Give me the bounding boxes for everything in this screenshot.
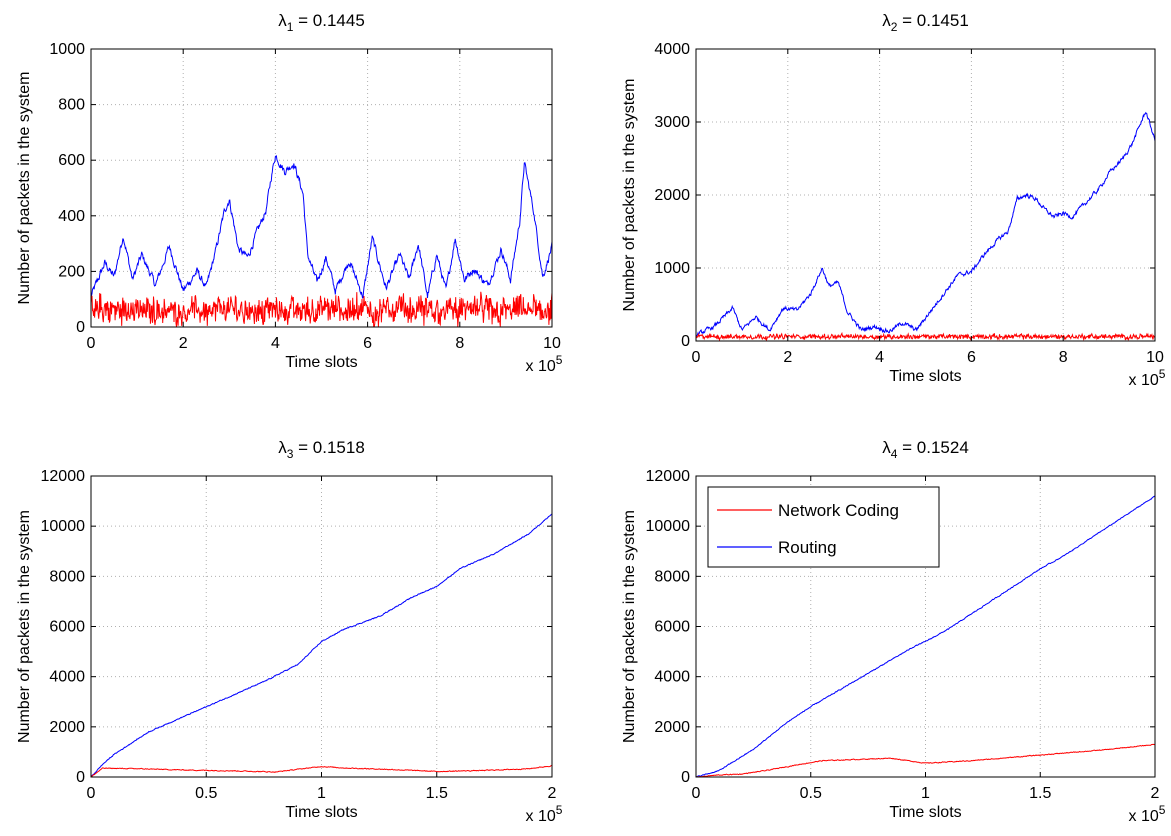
y-tick-label: 10000 [41,518,86,535]
x-axis-label: Time slots [889,368,961,385]
series-line-routing [696,495,1155,777]
y-tick-label: 0 [76,319,85,336]
series-line-routing [91,513,552,777]
plot-title: λ4 = 0.1524 [882,438,969,461]
x-tick-label: 2 [783,349,792,366]
x-tick-label: 8 [1059,349,1068,366]
y-tick-label: 0 [681,769,690,786]
subplot-4: 0 0.5 1 1.5 2 0 2000 4000 6000 8000 10000 12000 Time… [621,438,1166,825]
series-line-network-coding [696,331,1155,341]
x-tick-label: 1.5 [1029,785,1051,802]
legend: Network Coding Routing [707,486,940,568]
x-multiplier: x 105 [1129,803,1166,825]
series-line-network-coding [696,743,1155,777]
legend-label-network-coding: Network Coding [778,501,899,520]
x-tick-label: 2 [1151,785,1160,802]
y-axis-label: Number of packets in the system [621,79,638,312]
x-tick-label: 0 [692,785,701,802]
y-tick-label: 600 [58,152,85,169]
axes-box [90,48,553,328]
legend-box [707,486,940,568]
y-tick-label: 4000 [654,41,690,58]
y-tick-label: 0 [76,769,85,786]
x-tick-label: 2 [179,335,188,352]
y-tick-label: 1000 [654,260,690,277]
x-tick-label: 0 [87,785,96,802]
x-tick-label: 0 [87,335,96,352]
y-tick-label: 10000 [646,518,691,535]
y-tick-label: 8000 [654,568,690,585]
y-axis-label: Number of packets in the system [621,510,638,743]
y-tick-label: 1000 [49,41,85,58]
x-tick-label: 4 [875,349,884,366]
plot-area [91,49,552,327]
x-tick-label: 6 [967,349,976,366]
x-tick-label: 1 [921,785,930,802]
y-tick-label: 6000 [49,619,85,636]
subplot-2: 0 2 4 6 8 10 0 1000 2000 3000 4000 Time slots Number… [621,11,1166,389]
y-tick-label: 0 [681,333,690,350]
y-tick-label: 12000 [646,468,691,485]
plot-title: λ3 = 0.1518 [278,438,365,461]
x-tick-label: 0.5 [800,785,822,802]
plot-area [91,476,552,777]
y-tick-label: 3000 [654,114,690,131]
y-tick-label: 400 [58,208,85,225]
plot-title: λ1 = 0.1445 [278,11,365,34]
x-axis-label: Time slots [285,354,357,371]
y-tick-label: 4000 [654,669,690,686]
x-tick-label: 6 [363,335,372,352]
x-tick-label: 10 [543,335,561,352]
x-tick-label: 4 [271,335,280,352]
y-axis-label: Number of packets in the system [16,510,33,743]
subplot-1: 0 2 4 6 8 10 0 200 400 600 800 1000 Time slots Number… [16,11,563,375]
y-tick-label: 4000 [49,669,85,686]
y-tick-label: 2000 [654,719,690,736]
x-axis-label: Time slots [285,804,357,821]
y-tick-label: 8000 [49,568,85,585]
x-tick-label: 0.5 [195,785,217,802]
x-multiplier: x 105 [1129,367,1166,389]
series-line-network-coding [91,291,552,327]
y-tick-label: 800 [58,97,85,114]
legend-label-routing: Routing [778,538,837,557]
x-tick-label: 10 [1146,349,1164,366]
series-line-network-coding [91,765,552,777]
y-tick-label: 12000 [41,468,86,485]
subplot-3: 0 0.5 1 1.5 2 0 2000 4000 6000 8000 10000 12000 Time… [16,438,563,825]
x-tick-label: 2 [548,785,557,802]
y-tick-label: 6000 [654,619,690,636]
y-tick-label: 2000 [654,187,690,204]
x-tick-label: 1 [317,785,326,802]
x-tick-label: 0 [692,349,701,366]
y-axis-label: Number of packets in the system [16,72,33,305]
series-line-routing [696,111,1155,338]
series-line-routing [91,155,552,299]
x-tick-label: 1.5 [426,785,448,802]
plot-title: λ2 = 0.1451 [882,11,969,34]
x-multiplier: x 105 [526,803,563,825]
y-tick-label: 2000 [49,719,85,736]
x-tick-label: 8 [455,335,464,352]
x-axis-label: Time slots [889,804,961,821]
y-tick-label: 200 [58,263,85,280]
x-multiplier: x 105 [526,353,563,375]
